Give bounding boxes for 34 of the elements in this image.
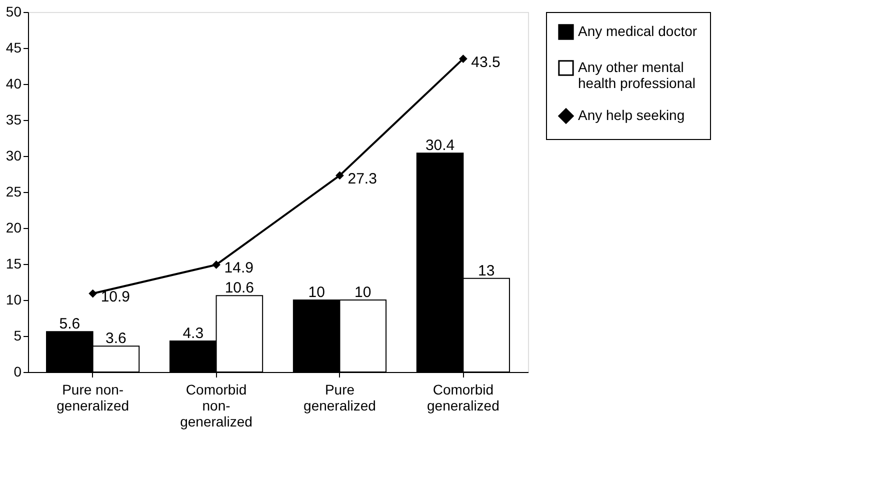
data-label: 27.3 (348, 170, 377, 188)
x-tick-label: Pure non- generalized (56, 382, 130, 414)
x-tick-label: Comorbid non- generalized (180, 382, 252, 430)
data-label: 10 (354, 284, 372, 301)
data-label: 30.4 (425, 137, 455, 154)
point (459, 54, 468, 63)
x-tick-label: Pure generalized (304, 382, 376, 414)
x-tick-label: Comorbid generalized (426, 382, 500, 414)
legend-label: Any medical doctor (578, 23, 698, 39)
y-tick-label: 40 (6, 76, 22, 92)
data-label: 10.9 (100, 288, 130, 306)
y-tick-label: 0 (14, 364, 22, 380)
data-label: 14.9 (224, 260, 254, 277)
y-tick-label: 35 (6, 112, 22, 128)
y-tick-label: 50 (6, 4, 22, 20)
y-tick-label: 20 (6, 220, 22, 236)
data-label: 10 (308, 284, 325, 301)
y-tick-label: 15 (6, 256, 22, 272)
data-label: 43.5 (471, 54, 500, 71)
point (336, 171, 344, 180)
y-tick-label: 30 (6, 148, 22, 164)
y-tick-label: 45 (6, 40, 22, 56)
data-label: 5.6 (59, 316, 80, 333)
data-label: 13 (478, 262, 495, 280)
y-tick-label: 10 (6, 292, 22, 308)
legend-label: Any other mental health professional (578, 59, 696, 91)
y-tick-label: 25 (6, 184, 22, 200)
data-label: 3.6 (106, 330, 126, 348)
point (88, 289, 97, 298)
point (212, 260, 220, 269)
data-label: 4.3 (182, 325, 204, 342)
legend-label: Any help seeking (578, 107, 685, 123)
y-tick-label: 5 (14, 328, 22, 344)
data-label: 10.6 (224, 280, 254, 297)
